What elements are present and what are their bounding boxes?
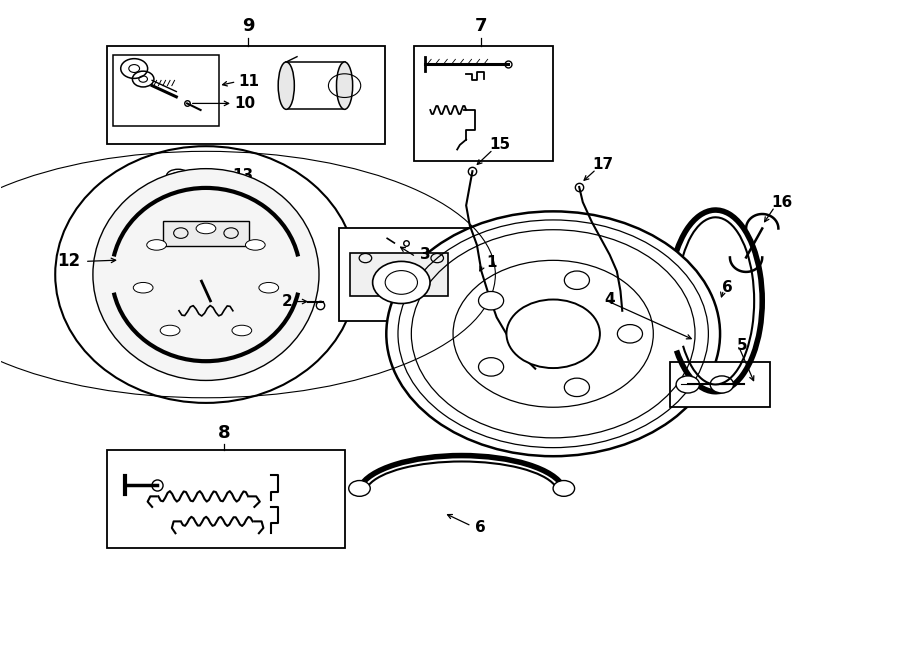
Ellipse shape	[93, 169, 319, 381]
Ellipse shape	[337, 62, 353, 109]
Bar	[107, 46, 385, 143]
Text: 8: 8	[218, 424, 230, 442]
Bar	[349, 253, 448, 296]
Text: 6: 6	[475, 520, 486, 535]
Text: 12: 12	[57, 253, 80, 270]
Text: 10: 10	[235, 96, 256, 111]
Ellipse shape	[196, 223, 216, 234]
Circle shape	[617, 325, 643, 343]
Ellipse shape	[259, 282, 279, 293]
Text: 15: 15	[490, 137, 510, 153]
Ellipse shape	[147, 240, 166, 251]
Circle shape	[479, 358, 504, 376]
Ellipse shape	[232, 325, 252, 336]
Ellipse shape	[160, 325, 180, 336]
Bar	[414, 46, 554, 161]
Text: 1: 1	[486, 254, 497, 270]
Text: 4: 4	[604, 292, 615, 307]
Text: 7: 7	[475, 17, 488, 36]
Circle shape	[373, 261, 430, 303]
Text: 13: 13	[232, 169, 253, 183]
Bar	[670, 362, 770, 407]
Ellipse shape	[278, 62, 294, 109]
Text: 9: 9	[242, 17, 255, 36]
Circle shape	[710, 376, 734, 393]
Text: 14: 14	[232, 188, 253, 203]
Text: 11: 11	[238, 74, 259, 89]
Text: 16: 16	[771, 194, 793, 210]
Bar	[286, 62, 345, 109]
Text: 2: 2	[283, 294, 293, 309]
Text: 6: 6	[722, 280, 733, 295]
Circle shape	[564, 378, 590, 397]
Bar	[112, 56, 219, 126]
Circle shape	[507, 299, 600, 368]
Circle shape	[564, 271, 590, 290]
Ellipse shape	[133, 282, 153, 293]
Text: 5: 5	[737, 338, 748, 353]
Text: 3: 3	[420, 247, 431, 262]
Circle shape	[348, 481, 370, 496]
Circle shape	[479, 292, 504, 310]
Circle shape	[554, 481, 574, 496]
Circle shape	[386, 212, 720, 456]
Bar	[107, 450, 345, 548]
Ellipse shape	[246, 240, 266, 251]
Ellipse shape	[55, 146, 356, 403]
Text: 17: 17	[593, 157, 614, 172]
Bar	[338, 229, 478, 321]
Circle shape	[676, 376, 699, 393]
Bar	[163, 221, 249, 246]
